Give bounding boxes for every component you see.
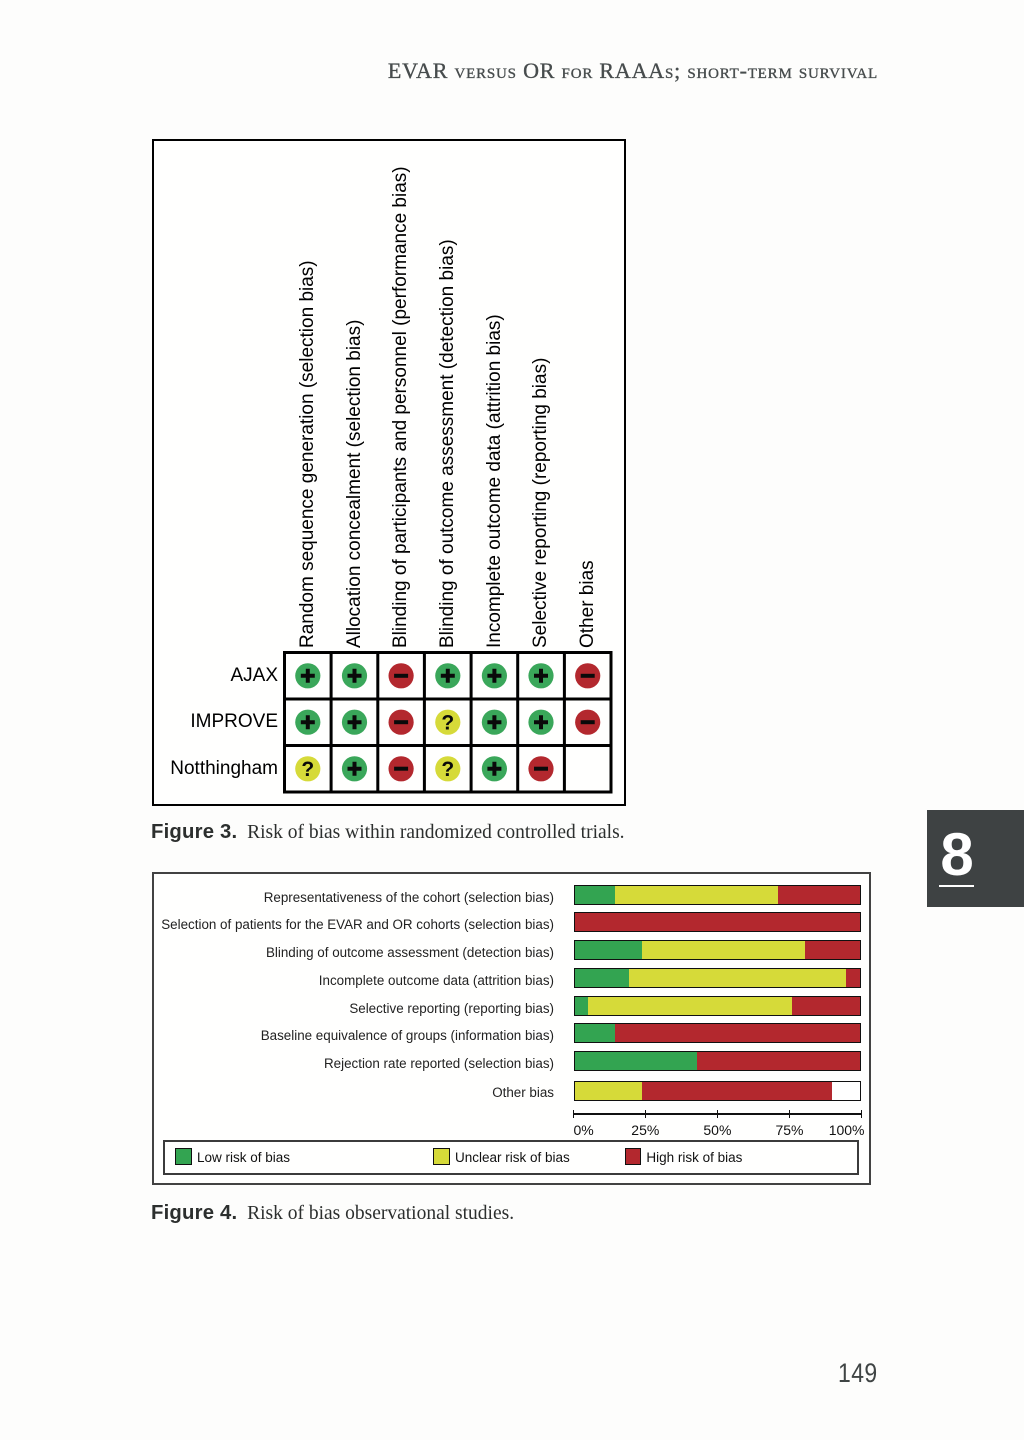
svg-text:?: ? [301,758,314,781]
svg-text:?: ? [441,712,454,735]
svg-text:?: ? [441,758,454,781]
